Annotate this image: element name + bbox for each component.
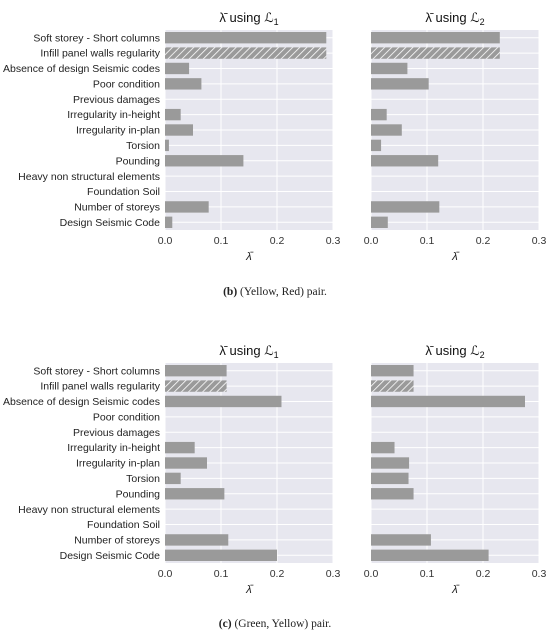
caption-b: (b) (Yellow, Red) pair. [223,286,327,298]
c-l1-bar [165,488,225,500]
b-l1-x-tick-label: 0.3 [326,235,341,247]
b-l1-bar [165,32,327,44]
b-l2-bar [371,32,500,44]
c-l1-title: λ̄ using ℒ1 [219,343,278,360]
c-l1-x-tick-label: 0.0 [158,568,173,580]
c-l1-bar [165,395,282,408]
c-l1-category-label: Pounding [116,488,161,500]
b-l1-category-label: Absence of design Seismic codes [3,63,160,75]
b-l1-x-tick-label: 0.0 [158,235,173,247]
c-l1-bar [165,380,227,392]
b-l1-bar [165,47,327,59]
b-l1-bar [165,139,169,152]
b-l1-category-label: Foundation Soil [87,186,160,198]
b-l1-category-label: Irregularity in-height [67,109,160,121]
b-l2-bar [371,62,408,75]
c-l2-bar [371,488,414,500]
c-l1-bar [165,549,277,561]
c-l1-bar [165,534,229,546]
chart-panel-b-l1: 0.0 0.1 0.2 0.3 Soft storey - Short columns I… [3,10,340,263]
c-l1-category-label: Irregularity in-plan [76,458,160,470]
b-l2-bar [371,124,402,136]
b-l1-bar [165,78,202,90]
b-l2-bar [371,139,382,152]
chart-panel-b-l2: 0.0 0.1 0.2 0.3 λ̄ using ℒ2 λ̄ [364,10,547,263]
b-l1-x-axis-label: λ̄ [245,251,254,263]
c-l2-bar [371,472,409,485]
b-l1-bar [165,201,209,213]
b-l2-x-tick-label: 0.1 [420,235,435,247]
c-l1-category-label: Irregularity in-height [67,442,160,454]
c-l2-x-tick-label: 0.2 [476,568,491,580]
c-l2-x-tick-label: 0.3 [532,568,547,580]
c-l1-category-label: Design Seismic Code [60,550,161,562]
c-l1-category-label: Number of storeys [74,535,160,547]
b-l1-category-label: Torsion [126,140,160,152]
c-l1-category-label: Infill panel walls regularity [40,381,160,393]
b-l1-bar [165,155,244,167]
b-l1-category-label: Number of storeys [74,202,160,214]
c-l1-category-label: Poor condition [93,411,160,423]
c-l2-bar [371,534,431,546]
b-l2-bar [371,78,429,90]
b-l2-bar [371,108,387,121]
b-l1-category-label: Design Seismic Code [60,217,161,229]
c-l1-x-tick-label: 0.3 [326,568,341,580]
c-l2-bar [371,365,414,377]
b-l2-x-tick-label: 0.2 [476,235,491,247]
caption-b-label: b [226,286,234,298]
b-l2-x-tick-label: 0.3 [532,235,547,247]
c-l2-x-tick-label: 0.1 [420,568,435,580]
b-l1-category-label: Pounding [116,155,161,167]
b-l2-bar [371,216,388,228]
c-l1-bar [165,365,227,377]
c-l2-title: λ̄ using ℒ2 [425,343,484,360]
c-l1-category-label: Heavy non structural elements [18,504,160,516]
c-l1-category-label: Absence of design Seismic codes [3,396,160,408]
b-l2-bar [371,201,440,213]
b-l1-x-tick-label: 0.2 [270,235,285,247]
c-l1-category-label: Soft storey - Short columns [33,365,160,377]
c-l1-x-tick-label: 0.2 [270,568,285,580]
b-l1-category-label: Poor condition [93,78,160,90]
c-l2-bar [371,380,414,392]
caption-b-text: (Yellow, Red) pair. [240,286,327,298]
c-l2-bar [371,549,489,561]
c-l2-bar [371,395,525,408]
chart-panel-c-l2: 0.0 0.1 0.2 0.3 λ̄ using ℒ2 λ̄ [364,343,547,596]
c-l1-bar [165,472,181,485]
b-l1-category-label: Soft storey - Short columns [33,32,160,44]
b-l1-bar [165,216,173,228]
b-l1-bar [165,62,190,75]
c-l1-category-label: Previous damages [73,427,160,439]
c-l2-bar [371,457,410,469]
caption-c-text: (Green, Yellow) pair. [234,618,332,630]
c-l2-x-tick-label: 0.0 [364,568,379,580]
c-l1-bar [165,441,195,454]
c-l1-category-label: Torsion [126,473,160,485]
c-l1-category-label: Foundation Soil [87,519,160,531]
b-l1-category-label: Infill panel walls regularity [40,48,160,60]
c-l1-x-axis-label: λ̄ [245,584,254,596]
b-l2-bar [371,47,500,59]
c-l1-bar [165,457,207,469]
b-l1-bar [165,108,181,121]
b-l1-title: λ̄ using ℒ1 [219,10,278,27]
b-l2-bar [371,155,439,167]
b-l2-title: λ̄ using ℒ2 [425,10,484,27]
b-l1-category-label: Heavy non structural elements [18,171,160,183]
b-l2-x-tick-label: 0.0 [364,235,379,247]
b-l1-x-tick-label: 0.1 [214,235,229,247]
b-l2-x-axis-label: λ̄ [451,251,460,263]
c-l2-x-axis-label: λ̄ [451,584,460,596]
b-l1-bar [165,124,193,136]
caption-c-label: c [222,618,228,630]
c-l1-x-tick-label: 0.1 [214,568,229,580]
chart-panel-c-l1: 0.0 0.1 0.2 0.3 Soft storey - Short columns I… [3,343,340,596]
b-l1-category-label: Irregularity in-plan [76,125,160,137]
c-l2-bar [371,441,395,454]
caption-c: (c) (Green, Yellow) pair. [218,618,332,630]
b-l1-category-label: Previous damages [73,94,160,106]
